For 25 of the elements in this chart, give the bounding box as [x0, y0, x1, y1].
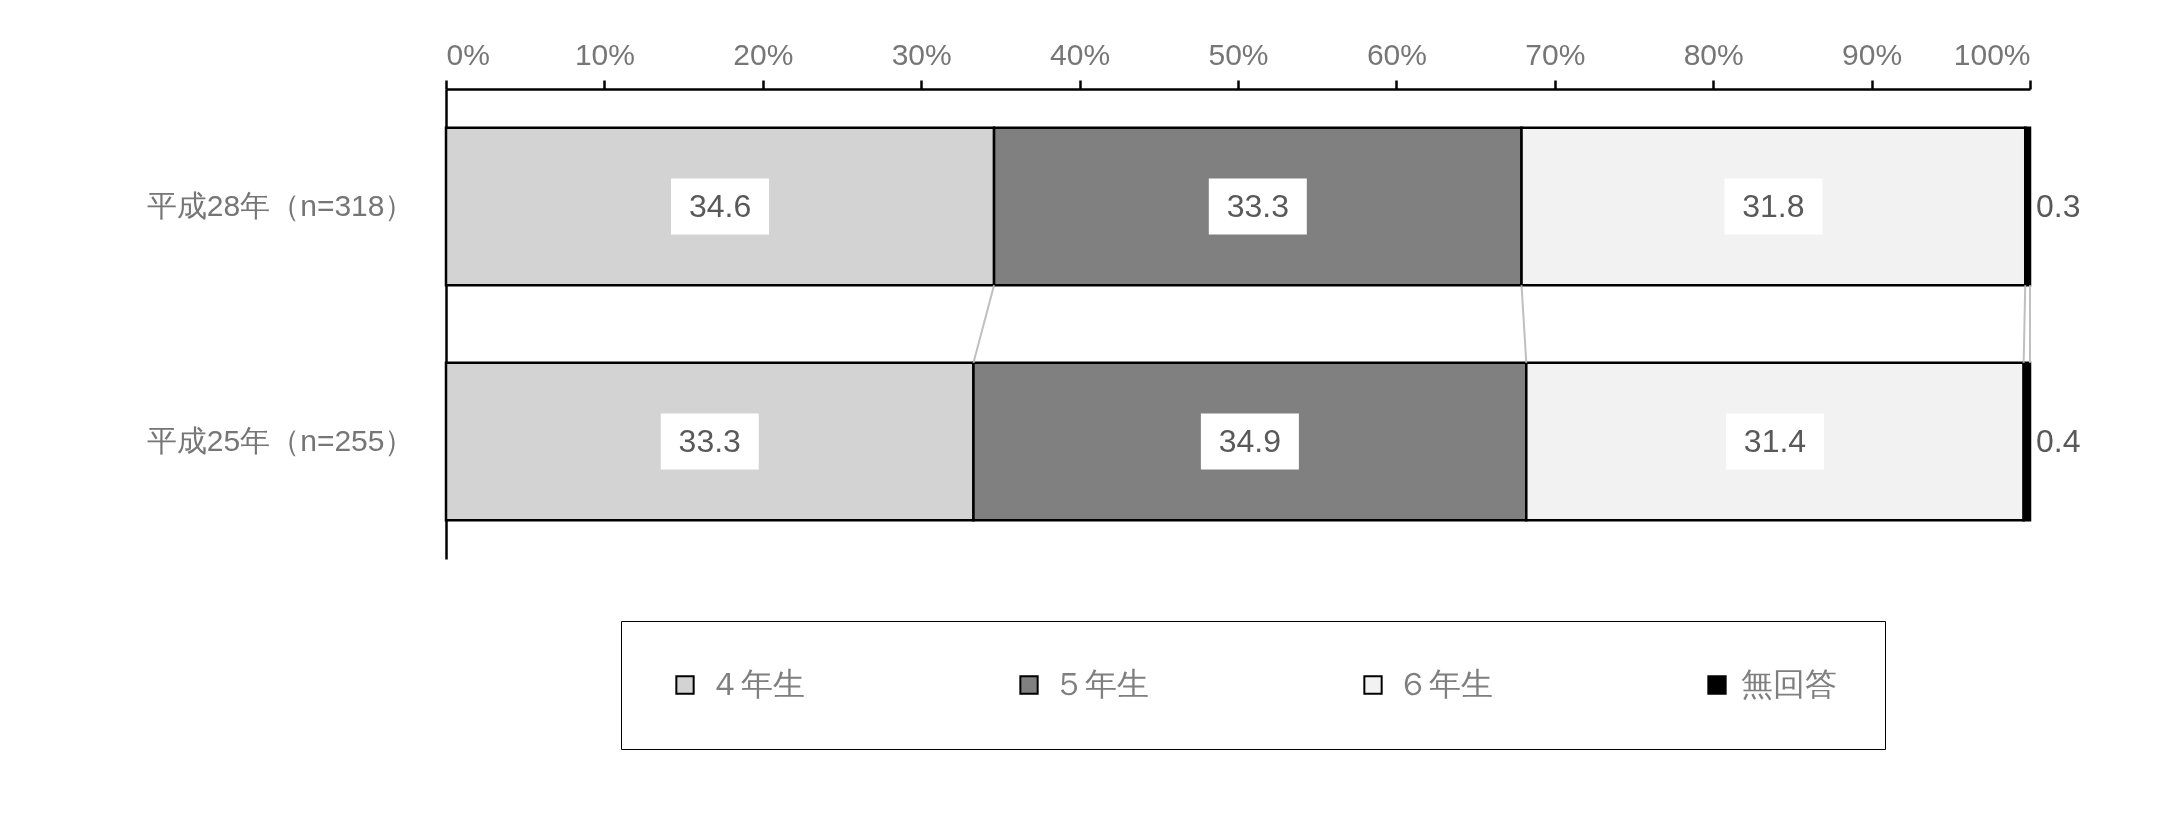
legend-label: ５年生 [1053, 666, 1149, 702]
legend-label: ４年生 [709, 666, 805, 702]
x-tick-label: 20% [733, 37, 794, 71]
data-label: 33.3 [1226, 187, 1289, 224]
x-tick-label: 30% [891, 37, 952, 71]
x-tick-label: 100% [1953, 37, 2031, 71]
y-tick-label: 平成25年（n=255） [146, 423, 415, 457]
data-label: 34.6 [688, 187, 752, 224]
data-label: 33.3 [678, 422, 741, 459]
x-tick-label: 90% [1842, 37, 1903, 71]
data-label: 31.4 [1743, 422, 1807, 459]
legend-label: 無回答 [1741, 666, 1837, 702]
data-label: 31.8 [1742, 187, 1805, 224]
x-tick-label: 70% [1525, 37, 1586, 71]
x-tick-label: 60% [1366, 37, 1427, 71]
legend-label: ６年生 [1397, 666, 1493, 702]
x-tick-label: 80% [1683, 37, 1744, 71]
x-tick-label: 0% [446, 37, 490, 71]
x-tick-label: 50% [1208, 37, 1269, 71]
data-label: 34.9 [1218, 422, 1282, 459]
x-tick-label: 10% [574, 37, 635, 71]
y-tick-label: 平成28年（n=318） [146, 188, 415, 222]
data-label: 0.3 [2036, 187, 2081, 224]
data-label: 0.4 [2036, 422, 2081, 459]
x-tick-label: 40% [1050, 37, 1111, 71]
